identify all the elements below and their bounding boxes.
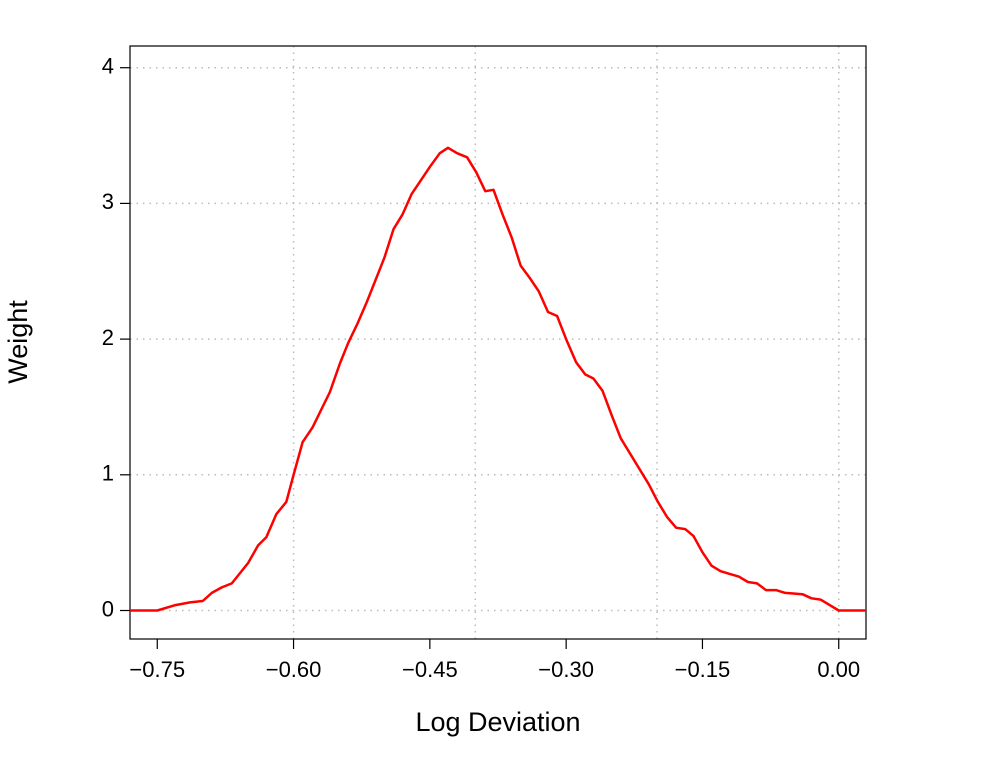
x-tick-label: −0.30 — [538, 657, 594, 682]
plot-frame — [129, 45, 867, 640]
x-tick-label: −0.60 — [266, 657, 322, 682]
line — [130, 146, 866, 612]
x-tick-label: −0.75 — [129, 657, 185, 682]
y-tick-label: 0 — [102, 596, 114, 621]
y-tick-label: 4 — [102, 54, 114, 79]
x-tick-label: −0.45 — [402, 657, 458, 682]
y-tick-label: 2 — [102, 325, 114, 350]
x-tick-label: 0.00 — [817, 657, 860, 682]
y-axis-label: Weight — [3, 300, 33, 384]
y-tick-label: 1 — [102, 461, 114, 486]
x-tick-label: −0.15 — [675, 657, 731, 682]
x-axis-label: Log Deviation — [415, 707, 580, 737]
y-tick-label: 3 — [102, 189, 114, 214]
